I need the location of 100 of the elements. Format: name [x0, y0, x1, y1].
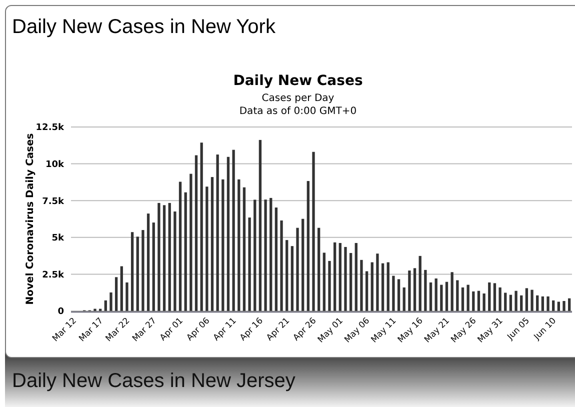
bar — [413, 268, 416, 311]
x-tick-label: Jun 05 — [505, 316, 532, 343]
bar — [488, 282, 491, 311]
bar — [264, 200, 267, 311]
bar — [434, 278, 438, 311]
bar — [274, 208, 278, 311]
bar — [238, 179, 240, 311]
bar — [477, 290, 480, 311]
x-tick-label: Apr 16 — [238, 316, 266, 344]
text: Daily New Cases in New Jersey — [12, 370, 296, 392]
bar — [318, 228, 320, 311]
y-tick-label: 10k — [45, 160, 66, 170]
bar — [168, 202, 171, 311]
bar — [322, 252, 326, 311]
bar — [562, 300, 566, 311]
bar — [162, 205, 166, 311]
bar — [194, 155, 198, 311]
bar — [190, 174, 192, 311]
bar — [146, 214, 150, 311]
bar — [440, 284, 443, 311]
bar — [461, 287, 464, 311]
bar — [302, 218, 304, 311]
bar — [120, 266, 123, 311]
bar — [248, 218, 251, 311]
bar — [174, 211, 176, 311]
bar — [200, 142, 203, 311]
bar — [546, 296, 550, 311]
chart-subtitle: Cases per Day — [262, 93, 334, 104]
bar — [158, 202, 160, 311]
bar — [408, 270, 411, 311]
bar — [110, 292, 112, 311]
bar — [509, 294, 512, 311]
bar — [306, 181, 310, 311]
bar — [152, 222, 155, 311]
bar — [541, 296, 544, 311]
bar — [386, 262, 390, 311]
bar — [472, 291, 475, 311]
chart-title: Daily New Cases — [233, 73, 363, 89]
bar — [296, 228, 299, 311]
x-tick-label: Mar 22 — [104, 316, 132, 344]
bar — [418, 256, 422, 311]
bar — [344, 246, 347, 311]
x-tick-label: Apr 01 — [158, 316, 186, 344]
text: Data as of 0:00 GMT+0 — [239, 106, 357, 117]
bar — [136, 236, 139, 311]
bar — [258, 140, 262, 311]
x-tick-label: Apr 26 — [292, 316, 319, 344]
bar — [354, 242, 358, 311]
bar — [424, 270, 427, 311]
y-tick-label: 2.5k — [42, 270, 66, 280]
bar — [525, 288, 528, 311]
bar — [498, 287, 502, 311]
bar — [333, 242, 336, 311]
bar — [493, 283, 496, 311]
bar — [392, 276, 395, 311]
x-tick-label: Apr 21 — [264, 316, 292, 344]
x-tick-label: Apr 06 — [184, 316, 212, 344]
bar — [450, 272, 454, 311]
bar — [126, 282, 128, 311]
bar — [360, 260, 363, 311]
bar — [429, 282, 432, 311]
bar — [536, 295, 539, 311]
bar — [222, 179, 224, 311]
bar — [514, 290, 518, 311]
bar — [338, 242, 342, 311]
bar — [376, 254, 379, 311]
x-tick-label: Apr 11 — [212, 316, 239, 344]
bar — [178, 182, 182, 311]
bar — [349, 253, 352, 311]
y-tick-label: 7.5k — [42, 196, 66, 207]
bar — [242, 187, 246, 311]
bar — [254, 200, 256, 311]
y-axis-title: Novel Coronavirus Daily Cases — [25, 133, 36, 305]
bar — [530, 290, 534, 311]
text: Daily New Cases in New York — [12, 16, 276, 38]
bar — [568, 298, 571, 311]
bar — [206, 186, 208, 311]
bar — [226, 156, 230, 311]
bar — [130, 232, 134, 311]
bar — [445, 282, 448, 311]
bar — [557, 302, 560, 311]
bar — [104, 300, 107, 311]
bar — [370, 262, 374, 311]
y-tick-label: 5k — [52, 234, 66, 244]
bar — [216, 154, 219, 311]
bar — [312, 152, 315, 311]
bar — [232, 150, 235, 311]
y-tick-label: 12.5k — [36, 123, 65, 134]
bar — [552, 300, 555, 311]
bar — [520, 295, 523, 311]
bar — [466, 284, 470, 311]
bar — [397, 279, 400, 311]
bar — [290, 246, 294, 311]
y-tick-label: 0 — [58, 307, 64, 318]
bar — [504, 292, 507, 311]
bar — [456, 280, 459, 311]
bar — [381, 263, 384, 311]
bar — [270, 198, 272, 311]
bar — [402, 287, 406, 311]
bar — [142, 230, 144, 311]
